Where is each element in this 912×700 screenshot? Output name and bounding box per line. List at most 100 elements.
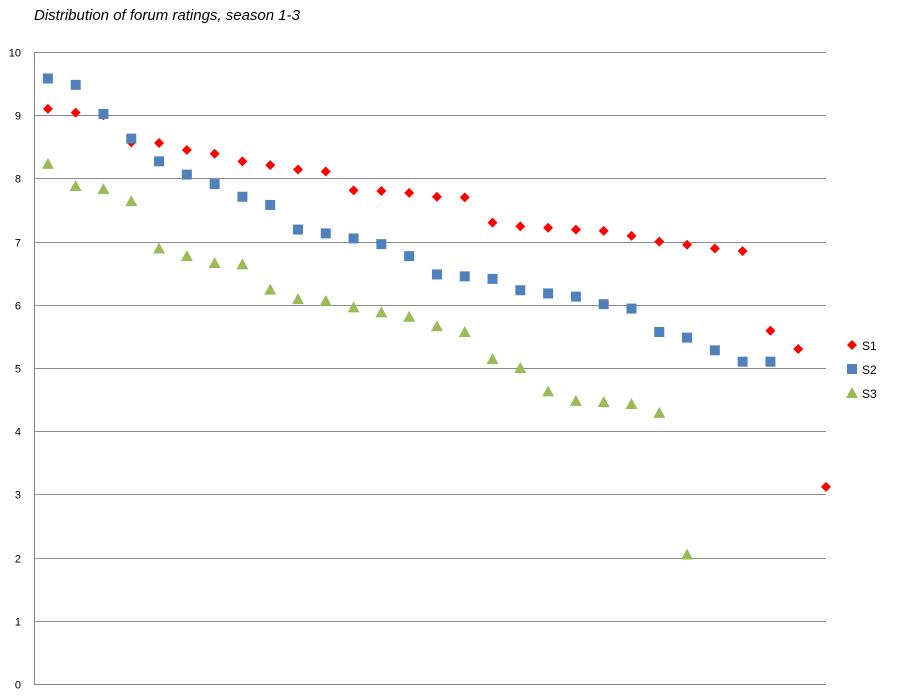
s1-point — [682, 239, 693, 250]
legend-marker-s1 — [847, 340, 857, 350]
s2-point — [515, 285, 526, 296]
s3-point — [542, 385, 555, 397]
s1-point — [598, 225, 609, 236]
s1-point — [570, 224, 581, 235]
s2-point — [126, 133, 137, 144]
s2-point — [654, 326, 665, 337]
s2-point — [543, 288, 554, 299]
y-tick-label: 3 — [15, 490, 21, 502]
legend-marker-s3 — [846, 387, 858, 398]
s3-point — [180, 250, 193, 262]
s1-point — [515, 221, 526, 232]
s1-point — [209, 148, 220, 159]
s3-point — [153, 242, 166, 254]
s1-point — [320, 166, 331, 177]
y-tick-label: 6 — [15, 301, 21, 313]
y-tick-label: 2 — [15, 554, 21, 566]
s2-point — [626, 303, 637, 314]
s3-point — [292, 293, 304, 305]
y-axis: 0 1 2 3 4 5 6 7 8 9 10 — [9, 48, 35, 692]
s2-point — [293, 224, 303, 235]
s3-point — [375, 306, 388, 318]
s2-point — [181, 169, 192, 180]
s1-point — [404, 187, 415, 198]
s2-point — [237, 191, 248, 202]
s3-point — [597, 396, 610, 408]
s1-point — [293, 164, 303, 175]
y-tick-label: 0 — [15, 680, 21, 692]
s2-point — [265, 199, 276, 210]
legend-label-s2: S2 — [862, 363, 877, 377]
s3-point — [681, 548, 694, 560]
s1-point — [376, 186, 387, 197]
s2-point — [404, 251, 415, 262]
s3-point — [403, 310, 416, 322]
series-s3 — [41, 157, 694, 560]
s1-point — [42, 103, 53, 114]
data-points — [41, 73, 831, 560]
y-tick-label: 9 — [15, 111, 21, 123]
s3-point — [69, 179, 82, 191]
s2-point — [209, 179, 220, 190]
y-tick-label: 4 — [15, 427, 21, 439]
s2-point — [598, 299, 609, 310]
s1-point — [543, 222, 554, 233]
s1-point — [654, 236, 665, 247]
s3-point — [236, 258, 249, 270]
legend-label-s3: S3 — [862, 387, 877, 401]
s2-point — [98, 108, 109, 119]
y-tick-label: 7 — [15, 238, 21, 250]
s1-point — [626, 230, 637, 241]
s2-point — [154, 156, 165, 167]
s1-point — [265, 160, 276, 171]
series-s2 — [42, 73, 776, 367]
s2-point — [682, 332, 693, 343]
s2-point — [42, 73, 53, 84]
s2-point — [431, 269, 442, 280]
s2-point — [487, 273, 498, 284]
s1-point — [459, 192, 470, 203]
s3-point — [514, 362, 527, 373]
y-tick-label: 8 — [15, 174, 21, 186]
y-tick-label: 10 — [9, 48, 21, 60]
legend-marker-s2 — [847, 364, 857, 374]
s2-point — [376, 239, 387, 250]
s1-point — [70, 107, 81, 118]
s1-point — [737, 246, 748, 257]
s3-point — [97, 183, 110, 195]
s3-point — [319, 295, 332, 307]
s2-point — [737, 356, 748, 367]
s2-point — [765, 356, 776, 367]
y-tick-label: 1 — [15, 617, 21, 629]
s3-point — [569, 394, 582, 406]
s3-point — [208, 257, 221, 269]
s1-point — [709, 243, 720, 254]
s3-point — [625, 398, 638, 410]
s2-point — [348, 233, 359, 244]
s2-point — [570, 291, 581, 302]
s3-point — [458, 325, 471, 337]
s2-point — [709, 345, 720, 356]
s1-point — [765, 325, 776, 336]
series-s1 — [42, 103, 831, 492]
s1-point — [487, 217, 498, 228]
s2-point — [320, 228, 331, 239]
chart-title: Distribution of forum ratings, season 1-… — [34, 7, 300, 24]
y-tick-label: 5 — [15, 364, 21, 376]
s3-point — [347, 301, 360, 313]
legend: S1 S2 S3 — [846, 339, 877, 401]
s3-point — [486, 353, 499, 365]
s1-point — [154, 138, 165, 149]
legend-label-s1: S1 — [862, 339, 877, 353]
s3-point — [41, 157, 54, 169]
s1-point — [793, 344, 804, 355]
s1-point — [821, 481, 831, 492]
s1-point — [348, 185, 359, 196]
s1-point — [431, 191, 442, 202]
s3-point — [430, 320, 443, 332]
s2-point — [70, 79, 81, 90]
s2-point — [459, 271, 470, 282]
s3-point — [264, 283, 277, 295]
s3-point — [125, 195, 138, 207]
